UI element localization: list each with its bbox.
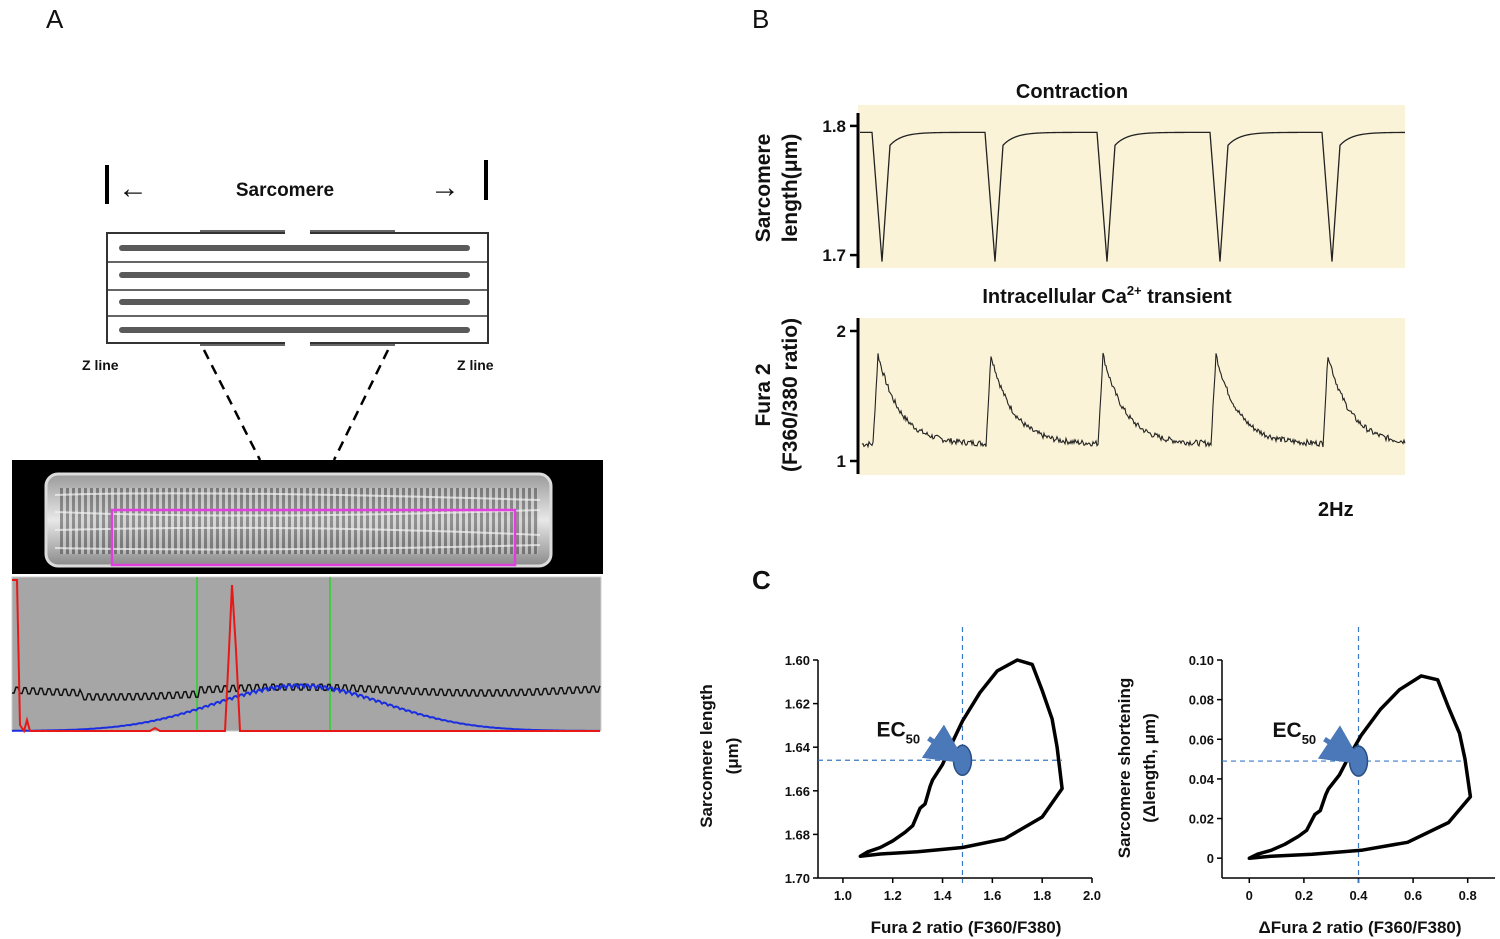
panel-c-letter: C <box>752 565 771 595</box>
loop-xtick-label: 1.4 <box>934 888 953 903</box>
loop-ytick-label: 1.64 <box>785 740 811 755</box>
ca-transient-title: Intracellular Ca2+ transient <box>982 283 1232 308</box>
loop-ytick-label: 1.60 <box>785 653 810 668</box>
panel-b-letter: B <box>752 4 769 34</box>
profile-trace <box>11 576 602 734</box>
loop-xtick-label: 1.8 <box>1033 888 1051 903</box>
ec50-arrow-icon <box>1317 725 1363 765</box>
loop-ytick-label: 0 <box>1207 851 1214 866</box>
contraction-plot-area <box>858 105 1405 268</box>
loop-xtick-label: 0 <box>1246 888 1253 903</box>
z-line-right-label: Z line <box>457 357 494 373</box>
right-ylabel-1: Sarcomere shortening <box>1115 678 1134 858</box>
loop-xtick-label: 0.6 <box>1404 888 1422 903</box>
ec50-label: EC50 <box>1273 719 1317 747</box>
contraction-title: Contraction <box>1016 81 1128 103</box>
loop-ytick-label: 1.68 <box>785 827 810 842</box>
calcium-ylabel-2: (F360/380 ratio) <box>779 318 802 472</box>
loop-xtick-label: 0.4 <box>1349 888 1368 903</box>
z-line-left-label: Z line <box>82 357 119 373</box>
loop-xtick-label: 1.6 <box>983 888 1001 903</box>
zoom-guide-left <box>202 349 262 461</box>
myofibril-box <box>106 232 489 344</box>
contraction-trace <box>860 131 1406 262</box>
calcium-ytick-label: 1 <box>837 452 846 471</box>
loop-ytick-label: 1.66 <box>785 784 810 799</box>
roi-box[interactable] <box>110 508 517 567</box>
loop-xtick-label: 0.2 <box>1295 888 1313 903</box>
loop-ytick-label: 0.08 <box>1189 693 1214 708</box>
sarcomere-label: Sarcomere <box>236 180 334 201</box>
cell-micrograph <box>12 460 603 574</box>
loop-ytick-label: 1.62 <box>785 697 810 712</box>
left-arrow-icon: ← <box>118 172 148 205</box>
loop-ytick-label: 0.06 <box>1189 732 1214 747</box>
contraction-ylabel-2: length(μm) <box>779 134 802 243</box>
hysteresis-loop <box>1247 674 1473 860</box>
ec50-marker <box>1348 745 1369 777</box>
contraction-ytick-label: 1.8 <box>822 117 846 136</box>
calcium-plot-area <box>858 318 1405 475</box>
loop-ytick-label: 0.10 <box>1189 653 1214 668</box>
loop-xtick-label: 0.8 <box>1459 888 1477 903</box>
fft-trace <box>11 683 600 732</box>
left-ylabel-2: (μm) <box>723 738 742 775</box>
loop-xtick-label: 2.0 <box>1083 888 1101 903</box>
peak-trace <box>12 579 600 734</box>
right-ylabel-2: (Δlength, μm) <box>1140 713 1159 823</box>
right-xlabel: ΔFura 2 ratio (F360/F380) <box>1258 918 1461 937</box>
loop-ytick-label: 0.04 <box>1189 772 1215 787</box>
loop-xtick-label: 1.2 <box>884 888 902 903</box>
panel-a-letter: A <box>46 4 64 34</box>
loop-ytick-label: 1.70 <box>785 871 810 886</box>
ec50-label: EC50 <box>876 718 920 746</box>
loop-ytick-label: 0.02 <box>1189 812 1214 827</box>
loop-plot-left: 1.60 1.62 1.64 1.66 1.68 1.70 1.0 1.2 1.4 1.6 1.8 2… <box>785 627 1101 903</box>
frequency-label: 2Hz <box>1318 499 1354 521</box>
left-xlabel: Fura 2 ratio (F360/F380) <box>871 918 1062 937</box>
ec50-arrow-icon <box>921 724 967 764</box>
sarcomere-schematic: ← → Sarcomere Z line Z line <box>82 160 494 461</box>
contraction-ytick-label: 1.7 <box>822 246 846 265</box>
contraction-ylabel-1: Sarcomere <box>752 134 775 243</box>
calcium-ylabel-1: Fura 2 <box>752 363 775 426</box>
calcium-trace <box>861 352 1406 449</box>
calcium-ytick-label: 2 <box>837 322 846 341</box>
hysteresis-loop <box>858 658 1064 858</box>
zoom-guide-right <box>332 349 390 461</box>
right-arrow-icon: → <box>430 171 460 204</box>
loop-xtick-label: 1.0 <box>834 888 852 903</box>
left-ylabel-1: Sarcomere length <box>697 684 716 828</box>
ec50-marker <box>952 744 973 777</box>
loop-plot-right: 0 0.02 0.04 0.06 0.08 0.10 0 0.2 0.4 0.6 0.8 EC50 <box>1189 627 1495 903</box>
